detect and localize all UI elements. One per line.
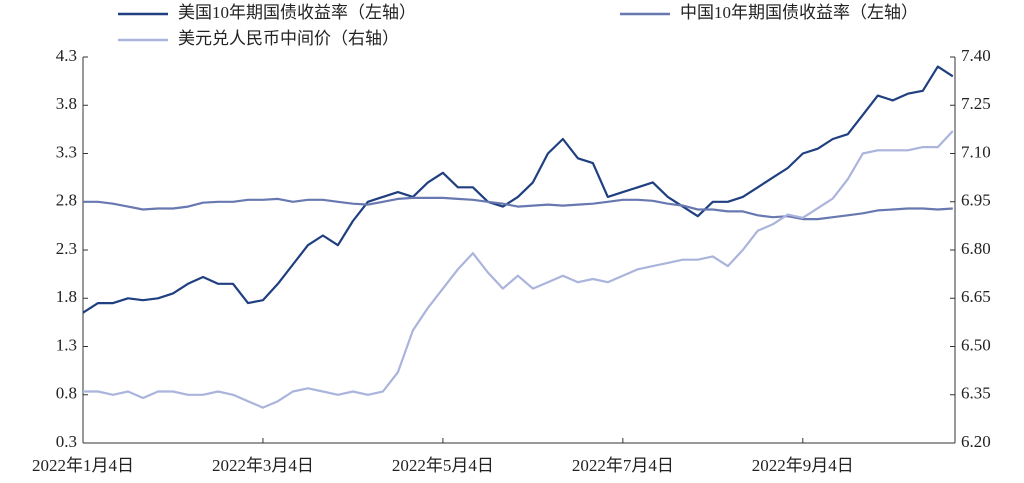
legend-label: 中国10年期国债收益率（左轴） [680, 3, 918, 22]
legend-label: 美国10年期国债收益率（左轴） [178, 3, 416, 22]
x-tick-label: 2022年1月4日 [32, 456, 134, 475]
series-line [82, 65, 954, 314]
y2-tick-label: 6.20 [961, 432, 991, 451]
y2-tick-label: 6.50 [961, 335, 991, 354]
y-tick-label: 1.3 [56, 335, 77, 354]
y-tick-label: 3.8 [56, 94, 77, 113]
y2-tick-label: 6.35 [961, 384, 991, 403]
y2-tick-label: 7.10 [961, 142, 991, 161]
legend-label: 美元兑人民币中间价（右轴） [178, 29, 399, 48]
x-tick-label: 2022年3月4日 [212, 456, 314, 475]
y-tick-label: 2.3 [56, 239, 77, 258]
y2-tick-label: 7.40 [961, 46, 991, 65]
y2-tick-label: 7.25 [961, 94, 991, 113]
y-tick-label: 0.8 [56, 384, 77, 403]
y2-tick-label: 6.95 [961, 191, 991, 210]
x-tick-label: 2022年9月4日 [752, 456, 854, 475]
series-line [83, 196, 953, 221]
y-tick-label: 4.3 [56, 46, 77, 65]
x-tick-label: 2022年7月4日 [572, 456, 674, 475]
series-line [83, 130, 954, 409]
y-tick-label: 3.3 [56, 142, 77, 161]
y-tick-label: 2.8 [56, 191, 77, 210]
y-tick-label: 1.8 [56, 287, 77, 306]
y2-tick-label: 6.80 [961, 239, 991, 258]
x-tick-label: 2022年5月4日 [392, 456, 494, 475]
y2-tick-label: 6.65 [961, 287, 991, 306]
y-tick-label: 0.3 [56, 432, 77, 451]
